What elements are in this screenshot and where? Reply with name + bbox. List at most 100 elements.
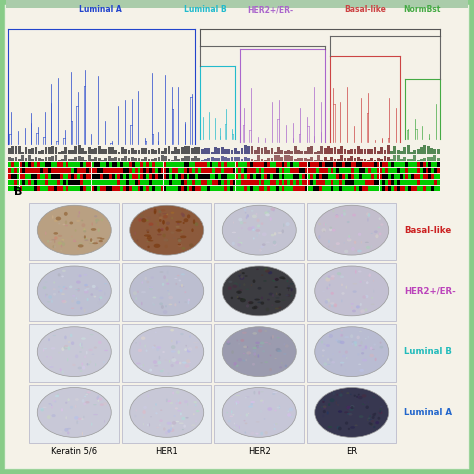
Bar <box>28 155 31 161</box>
Bar <box>224 162 227 167</box>
Ellipse shape <box>69 285 73 288</box>
Ellipse shape <box>250 432 255 435</box>
Ellipse shape <box>373 426 375 428</box>
Bar <box>100 162 103 167</box>
Bar <box>233 186 236 191</box>
Bar <box>423 162 426 167</box>
Bar <box>393 155 396 161</box>
Bar <box>172 168 175 173</box>
Ellipse shape <box>191 424 196 427</box>
Bar <box>94 157 97 161</box>
Bar <box>198 162 201 167</box>
Ellipse shape <box>374 413 376 415</box>
Ellipse shape <box>52 414 56 417</box>
Bar <box>428 174 431 179</box>
Bar <box>325 174 328 179</box>
Bar <box>57 174 60 179</box>
Ellipse shape <box>233 221 234 224</box>
Bar <box>167 146 170 154</box>
Ellipse shape <box>153 297 156 299</box>
Ellipse shape <box>243 222 246 223</box>
Ellipse shape <box>237 298 243 300</box>
Bar <box>41 150 44 154</box>
Bar <box>236 180 238 185</box>
Ellipse shape <box>152 346 155 349</box>
Bar <box>126 186 129 191</box>
Ellipse shape <box>67 428 71 429</box>
Bar <box>48 186 51 191</box>
Bar <box>137 162 140 167</box>
Bar <box>322 168 325 173</box>
Bar <box>28 168 31 173</box>
Ellipse shape <box>167 372 170 375</box>
Ellipse shape <box>182 222 185 224</box>
Bar <box>307 263 396 321</box>
Ellipse shape <box>270 217 272 221</box>
Ellipse shape <box>277 407 280 409</box>
Bar <box>194 156 197 161</box>
Bar <box>118 174 120 179</box>
Ellipse shape <box>255 298 256 301</box>
Bar <box>211 152 213 154</box>
Bar <box>413 150 416 154</box>
Ellipse shape <box>377 417 381 420</box>
Bar <box>34 180 37 185</box>
Bar <box>279 174 282 179</box>
Text: ER: ER <box>346 447 357 456</box>
Ellipse shape <box>178 244 182 247</box>
Bar <box>402 162 405 167</box>
Ellipse shape <box>373 413 376 417</box>
Bar <box>354 168 356 173</box>
Bar <box>94 174 97 179</box>
Ellipse shape <box>356 305 360 309</box>
Bar <box>328 168 330 173</box>
Bar <box>143 168 146 173</box>
Bar <box>65 180 68 185</box>
Bar <box>400 186 402 191</box>
Bar <box>152 180 155 185</box>
Bar <box>297 150 300 154</box>
Bar <box>277 147 280 154</box>
Bar <box>83 168 86 173</box>
Bar <box>407 145 410 154</box>
Ellipse shape <box>358 345 362 346</box>
Bar <box>417 180 420 185</box>
Bar <box>434 168 437 173</box>
Bar <box>166 168 169 173</box>
Ellipse shape <box>379 218 381 220</box>
Bar <box>137 150 140 154</box>
Bar <box>420 180 423 185</box>
Bar <box>214 147 217 154</box>
Ellipse shape <box>379 346 383 348</box>
Bar <box>120 162 123 167</box>
Bar <box>423 174 426 179</box>
Ellipse shape <box>154 244 160 248</box>
Bar <box>221 146 224 154</box>
Bar <box>97 186 100 191</box>
Ellipse shape <box>256 345 259 348</box>
Bar <box>91 174 94 179</box>
Bar <box>122 202 211 260</box>
Bar <box>301 158 303 161</box>
Ellipse shape <box>360 341 363 345</box>
Bar <box>8 148 11 154</box>
Ellipse shape <box>350 406 354 409</box>
Bar <box>234 157 237 161</box>
Bar <box>106 162 109 167</box>
Bar <box>184 162 186 167</box>
Bar <box>339 186 342 191</box>
Ellipse shape <box>362 348 365 351</box>
Ellipse shape <box>367 218 368 222</box>
Ellipse shape <box>154 365 158 366</box>
Bar <box>251 146 254 154</box>
Bar <box>238 180 241 185</box>
Bar <box>8 174 11 179</box>
Ellipse shape <box>62 240 63 243</box>
Ellipse shape <box>268 271 273 274</box>
Ellipse shape <box>347 237 351 240</box>
Bar <box>8 157 11 161</box>
Bar <box>383 150 386 154</box>
Ellipse shape <box>267 407 272 411</box>
Ellipse shape <box>172 421 176 425</box>
Bar <box>71 159 74 161</box>
